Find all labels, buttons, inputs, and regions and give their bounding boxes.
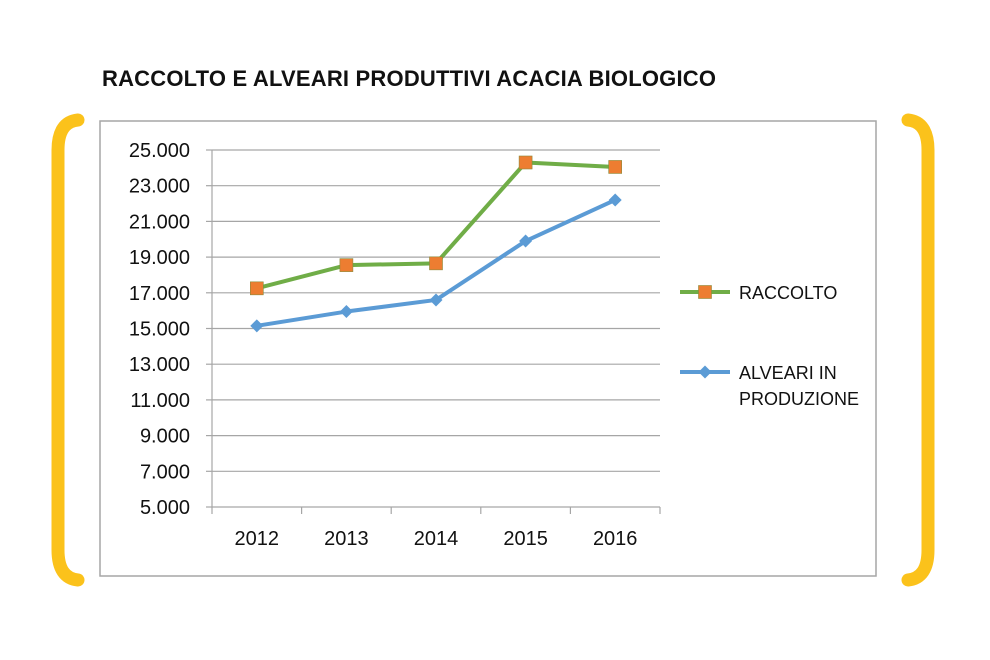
data-point-0 [250,281,264,296]
data-point-1 [608,193,622,207]
legend: RACCOLTO ALVEARI IN PRODUZIONE [680,283,859,409]
y-tick-label: 15.000 [129,319,190,341]
chart-area-border [99,120,877,577]
data-point-0 [339,258,354,272]
data-point-1 [519,234,533,248]
legend-label-1: PRODUZIONE [739,389,859,409]
y-tick-label: 25.000 [129,140,190,162]
legend-marker-0 [698,285,712,299]
y-tick-label: 13.000 [129,354,190,376]
y-tick-label: 7.000 [140,461,190,483]
left-bracket-decoration [51,113,85,587]
y-tick-label: 19.000 [129,247,190,269]
chart-title: RACCOLTO E ALVEARI PRODUTTIVI ACACIA BIO… [102,66,717,91]
series-group [250,155,623,333]
y-tick-label: 23.000 [129,176,190,198]
x-tick-label: 2014 [414,528,459,550]
x-axis-tick-labels: 2012 2013 2014 2015 2016 [235,528,638,550]
y-tick-label: 9.000 [140,426,190,448]
data-point-0 [608,160,623,174]
y-tick-label: 17.000 [129,283,190,305]
data-point-0 [429,256,443,271]
data-point-1 [429,293,443,307]
legend-marker-1 [698,365,712,379]
right-bracket-decoration [901,113,935,587]
x-tick-label: 2015 [503,528,548,550]
y-tick-label: 21.000 [129,211,190,233]
y-axis-tick-labels: 5.000 7.000 9.000 11.000 13.000 15.000 17.000 1… [129,140,190,519]
y-tick-label: 11.000 [130,390,190,412]
x-tick-label: 2016 [593,528,638,550]
y-tick-label: 5.000 [140,497,190,519]
axes [206,149,661,514]
gridlines [212,149,660,472]
data-point-1 [339,305,353,319]
legend-label-1: ALVEARI IN [739,363,837,383]
x-tick-label: 2013 [324,528,369,550]
x-tick-label: 2012 [235,528,280,550]
data-point-0 [518,155,533,170]
data-point-1 [250,319,264,333]
legend-label-0: RACCOLTO [739,283,837,303]
